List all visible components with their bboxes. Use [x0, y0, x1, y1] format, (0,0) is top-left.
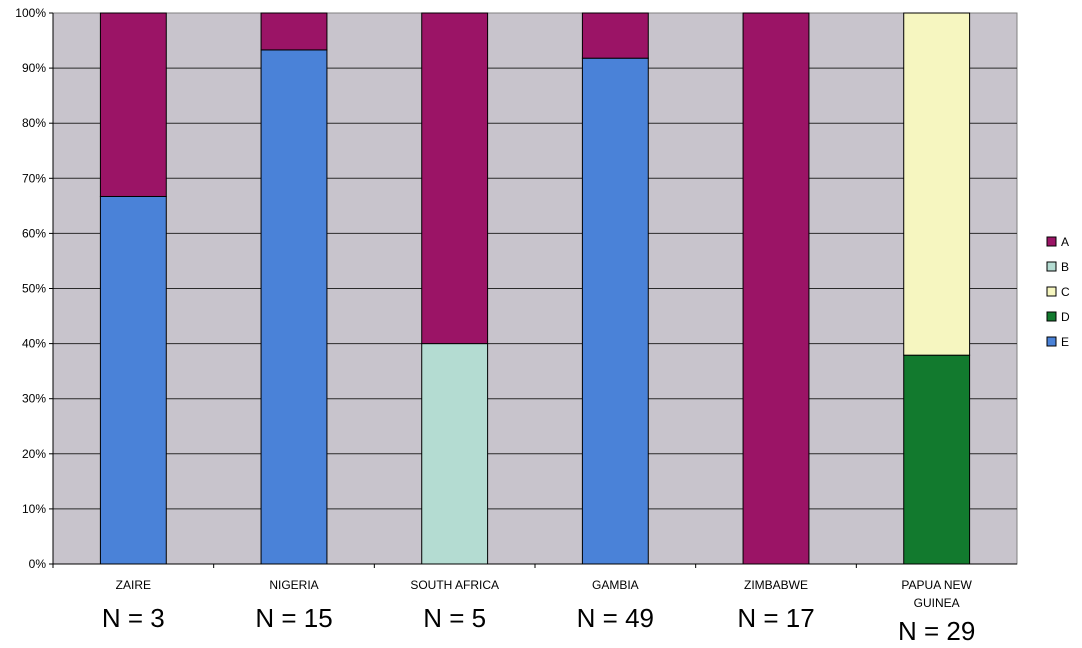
y-axis: 0% 10% 20% 30% 40% 50% 60% 70% 80% 90% 100% — [15, 6, 1017, 571]
bar-segment-a — [99, 12, 167, 197]
bar-segment-a — [581, 12, 649, 59]
x-category-label: PAPUA NEW — [901, 578, 972, 592]
bar-segment-c — [903, 12, 971, 356]
legend-label-d: D — [1061, 310, 1070, 324]
y-tick-label: 10% — [22, 502, 46, 516]
bar-segment-e — [581, 57, 649, 565]
y-tick-label: 60% — [22, 226, 46, 240]
bar-segment-a — [742, 12, 810, 565]
y-tick-label: 80% — [22, 116, 46, 130]
y-tick-label: 40% — [22, 337, 46, 351]
bar-segment-a — [421, 12, 489, 345]
legend-label-c: C — [1061, 285, 1070, 299]
legend-label-a: A — [1061, 235, 1069, 249]
legend-swatch-a — [1046, 236, 1057, 247]
y-tick-label: 90% — [22, 61, 46, 75]
y-tick-label: 100% — [15, 6, 46, 20]
sample-size-label: N = 29 — [898, 616, 975, 646]
x-category-label: ZAIRE — [116, 578, 151, 592]
legend-swatch-c — [1046, 286, 1057, 297]
legend-swatch-b — [1046, 261, 1057, 272]
y-tick-label: 30% — [22, 392, 46, 406]
bar-segment-e — [99, 195, 167, 565]
legend-label-b: B — [1061, 260, 1069, 274]
x-category-label: SOUTH AFRICA — [410, 578, 499, 592]
bar-segment-b — [421, 343, 489, 565]
gridlines — [53, 67, 1017, 510]
sample-size-label: N = 15 — [255, 603, 332, 633]
y-tick-label: 50% — [22, 282, 46, 296]
sample-size-label: N = 3 — [102, 603, 165, 633]
x-category-label: GUINEA — [914, 596, 960, 610]
y-tick-label: 70% — [22, 171, 46, 185]
x-category-label: GAMBIA — [592, 578, 639, 592]
legend-swatch-e — [1046, 336, 1057, 347]
bars — [99, 12, 971, 565]
legend-swatch-d — [1046, 311, 1057, 322]
y-tick-label: 20% — [22, 447, 46, 461]
bar-segment-e — [260, 49, 328, 565]
x-category-label: NIGERIA — [269, 578, 318, 592]
sample-size-label: N = 5 — [423, 603, 486, 633]
x-axis-labels: ZAIRE N = 3 NIGERIA N = 15 SOUTH AFRICA N = 5… — [102, 578, 975, 646]
legend-label-e: E — [1061, 335, 1069, 349]
bar-segment-a — [260, 12, 328, 51]
bar-segment-d — [903, 354, 971, 565]
sample-size-label: N = 17 — [737, 603, 814, 633]
sample-size-label: N = 49 — [577, 603, 654, 633]
x-category-label: ZIMBABWE — [744, 578, 808, 592]
y-tick-label: 0% — [29, 557, 47, 571]
